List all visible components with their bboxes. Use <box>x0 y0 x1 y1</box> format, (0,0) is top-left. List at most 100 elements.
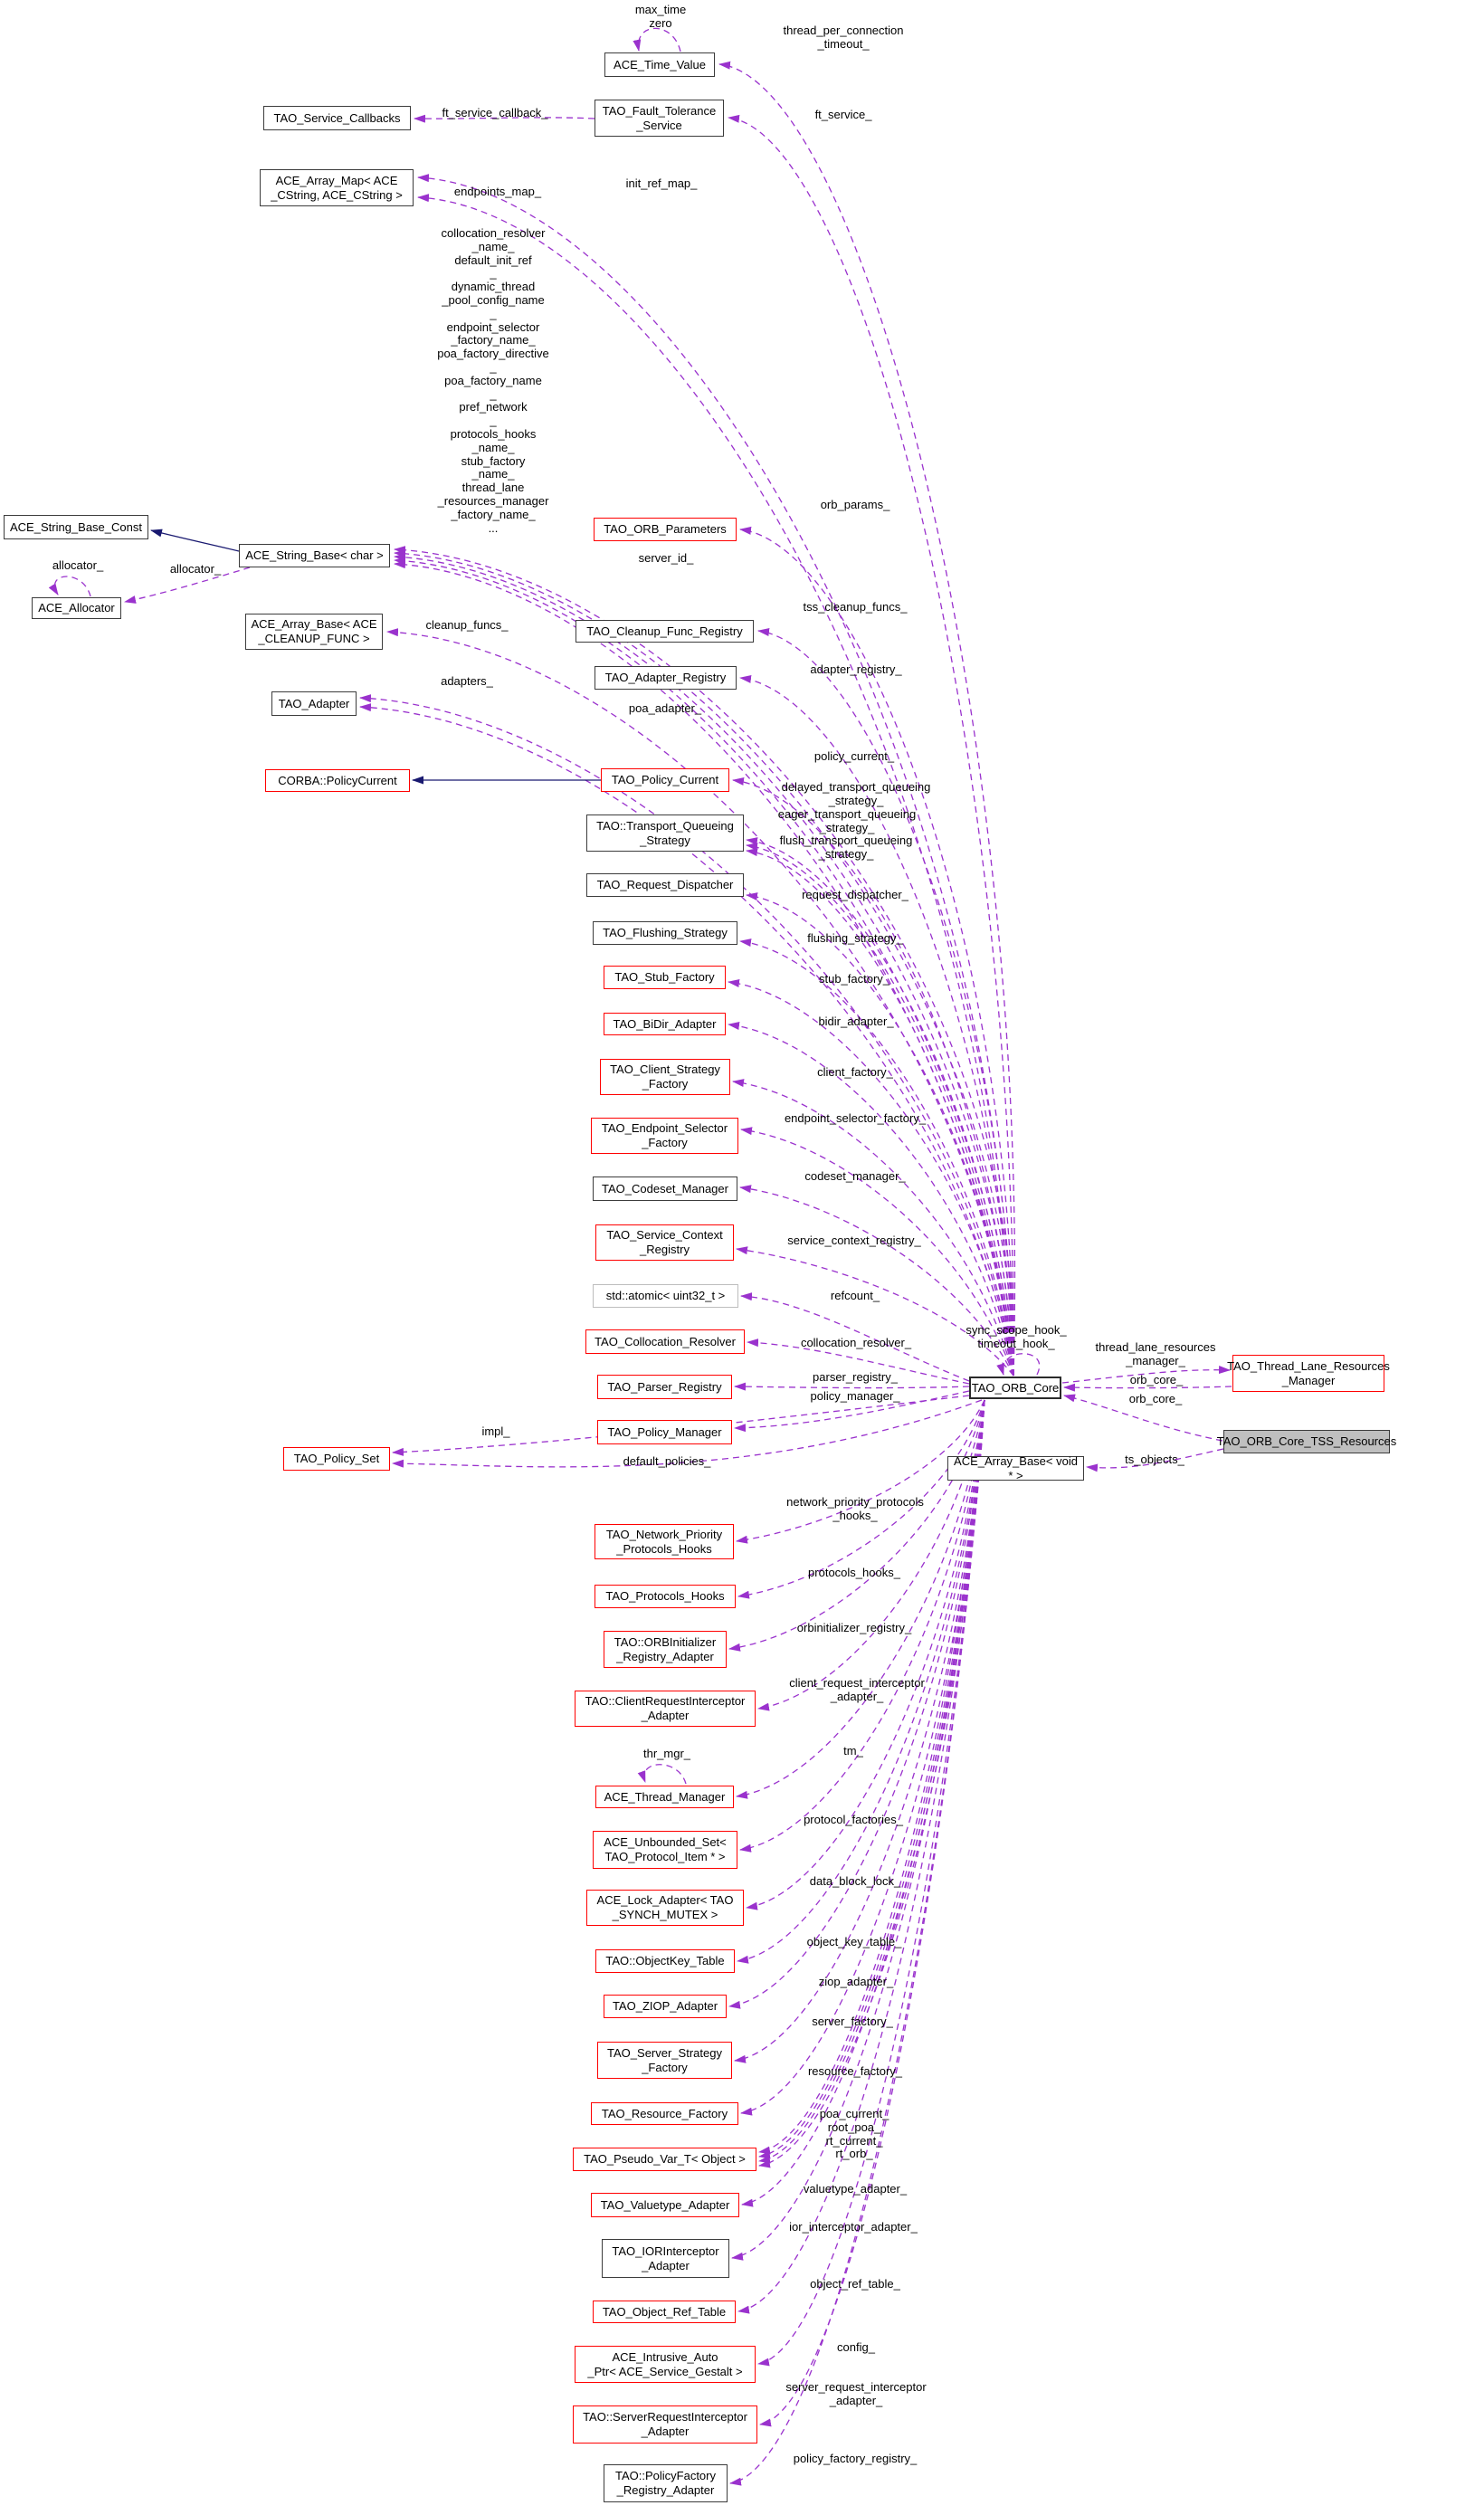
class-node-tao-collocation-resolver[interactable]: TAO_Collocation_Resolver <box>585 1329 745 1354</box>
edge-label: protocols_hooks_ <box>808 1566 900 1579</box>
class-node-tao-client-strategy-factory[interactable]: TAO_Client_Strategy _Factory <box>600 1059 730 1095</box>
class-node-ace-string-base-char[interactable]: ACE_String_Base< char > <box>239 544 390 567</box>
class-node-ace-array-map[interactable]: ACE_Array_Map< ACE _CString, ACE_CString… <box>260 169 414 206</box>
edge-label: stub_factory_ <box>818 972 890 986</box>
class-node-tao-server-strategy-factory[interactable]: TAO_Server_Strategy _Factory <box>597 2042 732 2079</box>
class-node-tao-flushing-strategy[interactable]: TAO_Flushing_Strategy <box>593 921 737 945</box>
class-node-tao-valuetype-adapter[interactable]: TAO_Valuetype_Adapter <box>591 2193 739 2217</box>
class-node-ace-array-base-cleanup-func[interactable]: ACE_Array_Base< ACE _CLEANUP_FUNC > <box>245 614 383 650</box>
class-node-tao-codeset-manager[interactable]: TAO_Codeset_Manager <box>593 1177 737 1201</box>
edge-label: codeset_manager_ <box>804 1169 906 1183</box>
class-node-tao-adapter[interactable]: TAO_Adapter <box>271 691 357 716</box>
class-node-tao-transport-queueing-strategy[interactable]: TAO::Transport_Queueing _Strategy <box>586 815 744 852</box>
edge-label: init_ref_map_ <box>625 176 698 190</box>
edge-label: client_factory_ <box>817 1065 893 1079</box>
edge-allocator-self-loop <box>48 576 91 597</box>
edge-label: cleanup_funcs_ <box>425 618 509 632</box>
class-node-ace-time-value[interactable]: ACE_Time_Value <box>604 52 715 77</box>
class-node-corba-policycurrent[interactable]: CORBA::PolicyCurrent <box>265 769 410 792</box>
edge-orb-params <box>739 526 1014 1377</box>
edge-label: service_context_registry_ <box>787 1234 921 1247</box>
class-node-tao-iorinterceptor-adapter[interactable]: TAO_IORInterceptor _Adapter <box>602 2239 729 2278</box>
edge-label: default_policies_ <box>623 1454 711 1468</box>
edge-endpoints-map <box>417 194 1014 1377</box>
edge-string-base-inheritance <box>150 529 240 552</box>
edge-network-priority-protocols-hooks <box>736 1399 985 1544</box>
edge-poa-adapter <box>359 703 1014 1377</box>
class-node-tao-orb-core-tss-resources[interactable]: TAO_ORB_Core_TSS_Resources <box>1217 1430 1396 1453</box>
edge-label: protocol_factories_ <box>804 1813 903 1826</box>
class-node-tao-orb-core[interactable]: TAO_ORB_Core <box>969 1377 1061 1399</box>
edge-poa-current <box>758 1399 985 2155</box>
edge-label: object_key_table_ <box>806 1935 902 1948</box>
class-node-tao-adapter-registry[interactable]: TAO_Adapter_Registry <box>595 666 737 690</box>
class-node-std-atomic-uint32[interactable]: std::atomic< uint32_t > <box>593 1284 738 1308</box>
edge-label: allocator_ <box>169 562 222 576</box>
edge-label: config_ <box>837 2340 875 2354</box>
edge-label: orbinitializer_registry_ <box>796 1621 912 1634</box>
class-node-tao-orb-parameters[interactable]: TAO_ORB_Parameters <box>594 518 737 541</box>
class-node-tao-objectkey-table[interactable]: TAO::ObjectKey_Table <box>595 1949 735 1973</box>
class-node-tao-service-callbacks[interactable]: TAO_Service_Callbacks <box>263 106 411 130</box>
edge-thread-lane-resources-manager <box>1061 1366 1231 1384</box>
class-node-ace-allocator[interactable]: ACE_Allocator <box>32 597 121 619</box>
edge-ts-objects <box>1086 1448 1224 1472</box>
edge-label: endpoint_selector_factory_ <box>784 1111 927 1125</box>
class-node-tao-fault-tolerance-service[interactable]: TAO_Fault_Tolerance _Service <box>595 100 724 137</box>
edge-label: allocator_ <box>52 558 104 572</box>
edge-tss-cleanup-funcs <box>757 628 1014 1377</box>
class-node-tao-serverrequestinterceptor-adapter[interactable]: TAO::ServerRequestInterceptor _Adapter <box>573 2405 757 2444</box>
class-node-tao-stub-factory[interactable]: TAO_Stub_Factory <box>604 966 726 989</box>
class-node-tao-policy-manager[interactable]: TAO_Policy_Manager <box>597 1420 732 1444</box>
class-node-tao-parser-registry[interactable]: TAO_Parser_Registry <box>597 1375 732 1399</box>
class-node-tao-thread-lane-resources-manager[interactable]: TAO_Thread_Lane_Resources _Manager <box>1227 1355 1390 1392</box>
edge-adapter-registry <box>739 675 1014 1377</box>
edge-allocator <box>124 567 251 604</box>
class-node-tao-resource-factory[interactable]: TAO_Resource_Factory <box>591 2102 738 2125</box>
edge-label: thread_per_connection _timeout_ <box>783 24 904 51</box>
class-node-tao-cleanup-func-registry[interactable]: TAO_Cleanup_Func_Registry <box>576 620 754 643</box>
edge-label: valuetype_adapter_ <box>803 2182 908 2196</box>
class-node-ace-array-base-void[interactable]: ACE_Array_Base< void * > <box>947 1454 1084 1482</box>
edge-object-key-table <box>737 1399 985 1964</box>
class-node-ace-intrusive-auto-ptr[interactable]: ACE_Intrusive_Auto _Ptr< ACE_Service_Ges… <box>575 2346 756 2383</box>
edge-sync-scope-hook-self-loop <box>996 1353 1041 1376</box>
edge-tm <box>736 1399 985 1799</box>
edge-server-factory <box>734 1399 985 2063</box>
edge-label: poa_adapter_ <box>628 701 702 715</box>
class-node-tao-network-priority-protocols-hooks[interactable]: TAO_Network_Priority _Protocols_Hooks <box>595 1524 734 1559</box>
class-node-tao-protocols-hooks[interactable]: TAO_Protocols_Hooks <box>595 1585 736 1608</box>
edge-label: orb_core_ <box>1128 1392 1183 1405</box>
edge-label: server_factory_ <box>812 2015 893 2028</box>
edge-label: thr_mgr_ <box>642 1747 691 1760</box>
class-node-tao-ziop-adapter[interactable]: TAO_ZIOP_Adapter <box>604 1995 727 2018</box>
class-node-tao-bidir-adapter[interactable]: TAO_BiDir_Adapter <box>604 1013 726 1035</box>
edge-string-names-2 <box>394 549 1014 1377</box>
class-node-tao-policy-current[interactable]: TAO_Policy_Current <box>601 768 729 792</box>
class-node-tao-service-context-registry[interactable]: TAO_Service_Context _Registry <box>595 1224 734 1261</box>
class-node-tao-policyfactory-registry-adapter[interactable]: TAO::PolicyFactory _Registry_Adapter <box>604 2464 728 2502</box>
edge-label: adapter_registry_ <box>810 662 902 676</box>
edge-collocation-resolver <box>747 1338 970 1385</box>
edge-protocol-factories <box>739 1399 985 1853</box>
class-node-tao-policy-set[interactable]: TAO_Policy_Set <box>283 1447 390 1471</box>
class-node-ace-thread-manager[interactable]: ACE_Thread_Manager <box>595 1786 734 1808</box>
edge-label: flush_transport_queueing _strategy_ <box>779 834 913 861</box>
edge-label: eager_transport_queueing _strategy_ <box>777 807 917 834</box>
edges-group <box>48 27 1232 2486</box>
edge-label: orb_params_ <box>820 498 890 511</box>
edge-label: sync_scope_hook_ timeout_hook_ <box>966 1323 1067 1350</box>
edge-endpoint-selector-factory <box>740 1127 1014 1377</box>
class-node-tao-clientrequestinterceptor-adapter[interactable]: TAO::ClientRequestInterceptor _Adapter <box>575 1691 756 1727</box>
class-node-tao-pseudo-var-t[interactable]: TAO_Pseudo_Var_T< Object > <box>573 2148 756 2171</box>
class-node-ace-string-base-const[interactable]: ACE_String_Base_Const <box>4 515 148 539</box>
class-node-tao-orbinitializer-registry-adapter[interactable]: TAO::ORBInitializer _Registry_Adapter <box>604 1631 727 1668</box>
class-node-tao-object-ref-table[interactable]: TAO_Object_Ref_Table <box>593 2301 736 2323</box>
class-node-tao-endpoint-selector-factory[interactable]: TAO_Endpoint_Selector _Factory <box>591 1118 738 1154</box>
class-node-tao-request-dispatcher[interactable]: TAO_Request_Dispatcher <box>586 873 744 897</box>
edge-flushing-strategy <box>739 938 1014 1377</box>
edge-policy-current <box>732 777 1014 1377</box>
class-node-ace-unbounded-set[interactable]: ACE_Unbounded_Set< TAO_Protocol_Item * > <box>593 1831 737 1869</box>
class-node-ace-lock-adapter[interactable]: ACE_Lock_Adapter< TAO _SYNCH_MUTEX > <box>586 1890 744 1926</box>
